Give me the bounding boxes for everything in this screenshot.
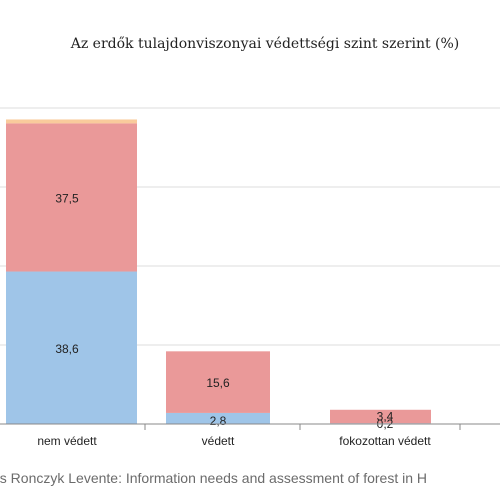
bar-segment xyxy=(6,119,137,124)
data-label: 37,5 xyxy=(55,191,79,205)
x-tick-label: nem védett xyxy=(37,434,97,448)
x-tick-label: védett xyxy=(202,434,235,448)
bar-segment xyxy=(6,123,137,272)
bar-segment xyxy=(166,351,270,413)
bar-segment xyxy=(330,409,431,424)
chart-title: Az erdők tulajdonviszonyai védettségi sz… xyxy=(70,36,460,52)
data-label: 2,8 xyxy=(210,414,227,428)
bar-segment xyxy=(166,412,270,424)
bar-segment xyxy=(6,271,137,424)
footer-caption: és Ronczyk Levente: Information needs an… xyxy=(0,470,428,486)
x-tick-label: fokozottan védett xyxy=(339,434,431,448)
data-label: 38,6 xyxy=(55,342,79,356)
data-label: 15,6 xyxy=(206,376,230,390)
data-label: 3,4 xyxy=(377,409,394,423)
